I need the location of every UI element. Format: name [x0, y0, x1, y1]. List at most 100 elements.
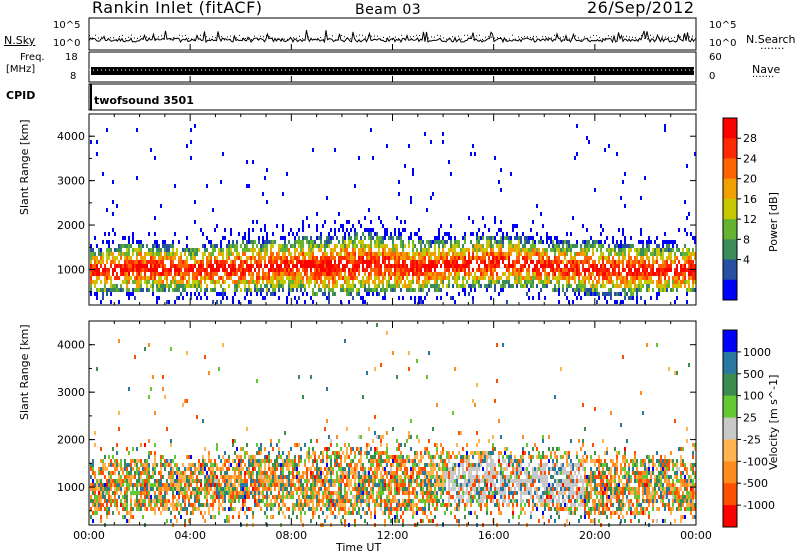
- power-cell: [160, 276, 162, 280]
- velocity-cell: [174, 503, 176, 507]
- power-cell: [526, 284, 528, 288]
- power-cell: [142, 268, 144, 272]
- power-cell: [160, 252, 162, 256]
- power-cell: [506, 268, 508, 272]
- power-cell: [246, 248, 248, 252]
- velocity-cell: [328, 487, 330, 491]
- velocity-cell: [134, 491, 136, 495]
- power-cell: [96, 152, 98, 156]
- power-cell: [606, 268, 608, 272]
- velocity-cell: [124, 487, 126, 491]
- power-cell: [548, 276, 550, 280]
- velocity-cell: [330, 439, 332, 443]
- velocity-cell: [110, 503, 112, 507]
- power-ytick-label: 4000: [57, 130, 85, 143]
- power-cell: [454, 264, 456, 268]
- velocity-cell: [154, 507, 156, 511]
- power-cell: [514, 244, 516, 248]
- power-cell: [232, 240, 234, 244]
- power-cell: [156, 284, 158, 288]
- power-cell: [114, 256, 116, 260]
- velocity-cell: [292, 511, 294, 515]
- power-cell: [354, 232, 356, 236]
- power-cell: [212, 208, 214, 212]
- power-cell: [666, 240, 668, 244]
- velocity-cell: [198, 463, 200, 467]
- power-cell: [622, 228, 624, 232]
- power-cell: [330, 272, 332, 276]
- velocity-cell: [340, 459, 342, 463]
- power-cell: [590, 284, 592, 288]
- power-cell: [538, 268, 540, 272]
- velocity-cell: [328, 467, 330, 471]
- power-cell: [614, 248, 616, 252]
- velocity-cell: [314, 467, 316, 471]
- velocity-cell: [340, 487, 342, 491]
- power-cell: [396, 244, 398, 248]
- power-cell: [290, 280, 292, 284]
- power-cell: [540, 252, 542, 256]
- power-cell: [124, 244, 126, 248]
- power-cell: [362, 296, 364, 300]
- power-cell: [598, 296, 600, 300]
- velocity-cell: [130, 511, 132, 515]
- power-cell: [332, 268, 334, 272]
- power-cell: [428, 260, 430, 264]
- power-cell: [228, 256, 230, 260]
- velocity-cell: [142, 479, 144, 483]
- velocity-cell: [218, 495, 220, 499]
- power-cell: [158, 288, 160, 292]
- velocity-cell: [298, 475, 300, 479]
- velocity-cell: [220, 483, 222, 487]
- power-cell: [406, 272, 408, 276]
- power-cell: [512, 268, 514, 272]
- power-cell: [636, 252, 638, 256]
- power-cell: [162, 244, 164, 248]
- power-cell: [162, 240, 164, 244]
- power-cell: [628, 264, 630, 268]
- velocity-cell: [278, 511, 280, 515]
- velocity-cell: [310, 471, 312, 475]
- power-cell: [432, 272, 434, 276]
- velocity-cell: [114, 499, 116, 503]
- power-cell: [540, 260, 542, 264]
- power-cell: [678, 272, 680, 276]
- power-cell: [354, 252, 356, 256]
- power-cell: [294, 256, 296, 260]
- velocity-cell: [306, 475, 308, 479]
- power-cell: [636, 248, 638, 252]
- power-cell: [614, 300, 616, 304]
- power-cell: [518, 236, 520, 240]
- power-cell: [378, 248, 380, 252]
- velocity-cell: [314, 459, 316, 463]
- power-cell: [546, 232, 548, 236]
- power-cell: [104, 232, 106, 236]
- power-cell: [308, 252, 310, 256]
- power-cell: [90, 252, 92, 256]
- power-cell: [464, 284, 466, 288]
- power-cell: [358, 248, 360, 252]
- power-cell: [580, 260, 582, 264]
- power-cell: [250, 276, 252, 280]
- power-cell: [306, 252, 308, 256]
- power-cell: [418, 284, 420, 288]
- velocity-cell: [198, 487, 200, 491]
- velocity-cell: [298, 463, 300, 467]
- velocity-cell: [104, 455, 106, 459]
- power-cell: [448, 264, 450, 268]
- power-cell: [586, 240, 588, 244]
- power-cell: [336, 268, 338, 272]
- power-cell: [494, 264, 496, 268]
- power-cell: [366, 228, 368, 232]
- power-cell: [646, 264, 648, 268]
- velocity-cell: [270, 499, 272, 503]
- power-cell: [684, 284, 686, 288]
- velocity-cell: [186, 487, 188, 491]
- velocity-cell: [266, 507, 268, 511]
- power-cell: [686, 268, 688, 272]
- velocity-cell: [308, 479, 310, 483]
- power-cell: [676, 256, 678, 260]
- velocity-cell: [148, 483, 150, 487]
- power-cell: [136, 176, 138, 180]
- velocity-cell: [200, 511, 202, 515]
